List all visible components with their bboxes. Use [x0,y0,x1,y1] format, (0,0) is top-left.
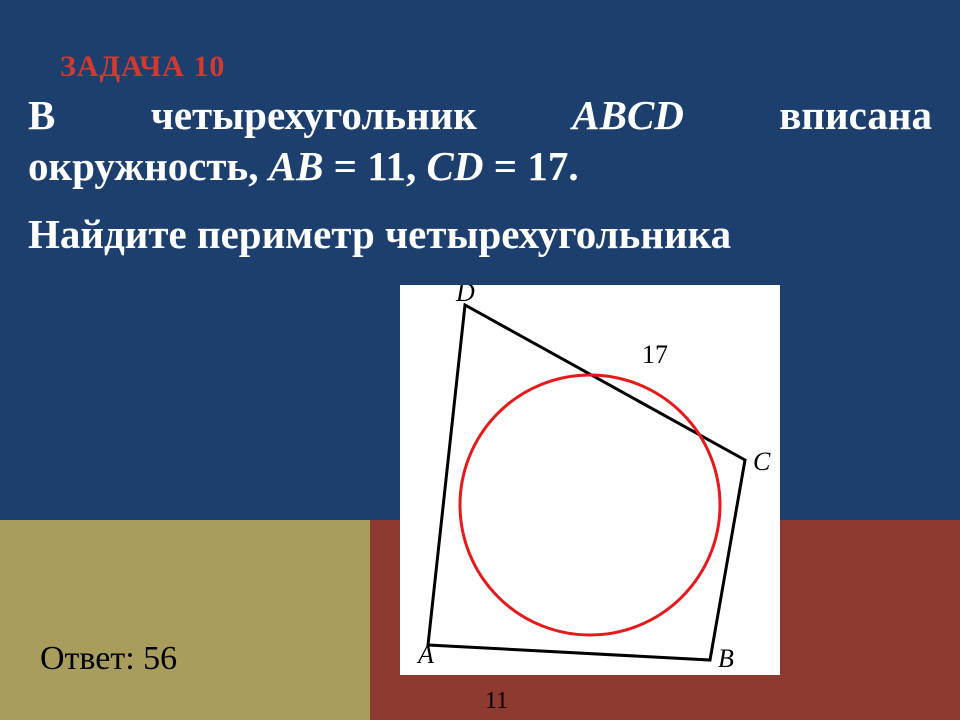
problem-part: В четырехугольник [28,92,572,138]
geometry-figure: A B C D 17 [400,285,780,675]
problem-part: = 11, [323,143,426,189]
slide-number: 11 [485,688,508,715]
problem-part: вписана [684,92,932,138]
task-text: Найдите периметр четырехугольника [28,210,932,258]
figure-svg: A B C D 17 [400,285,780,675]
var-ab: AB [269,143,324,189]
slide: ЗАДАЧА 10 В четырехугольник ABCD вписана… [0,0,960,720]
problem-part: = 17. [484,143,579,189]
bg-lower-left [0,520,370,720]
problem-text: В четырехугольник ABCD вписана окружност… [28,90,932,193]
var-abcd: ABCD [572,92,684,138]
var-cd: CD [427,143,484,189]
svg-text:D: D [455,285,475,307]
problem-part: окружность, [28,143,269,189]
svg-text:B: B [718,644,734,673]
svg-text:A: A [416,640,434,669]
svg-text:17: 17 [642,340,668,369]
svg-text:C: C [753,447,771,476]
answer-text: Ответ: 56 [40,640,177,678]
problem-number: ЗАДАЧА 10 [60,50,225,84]
